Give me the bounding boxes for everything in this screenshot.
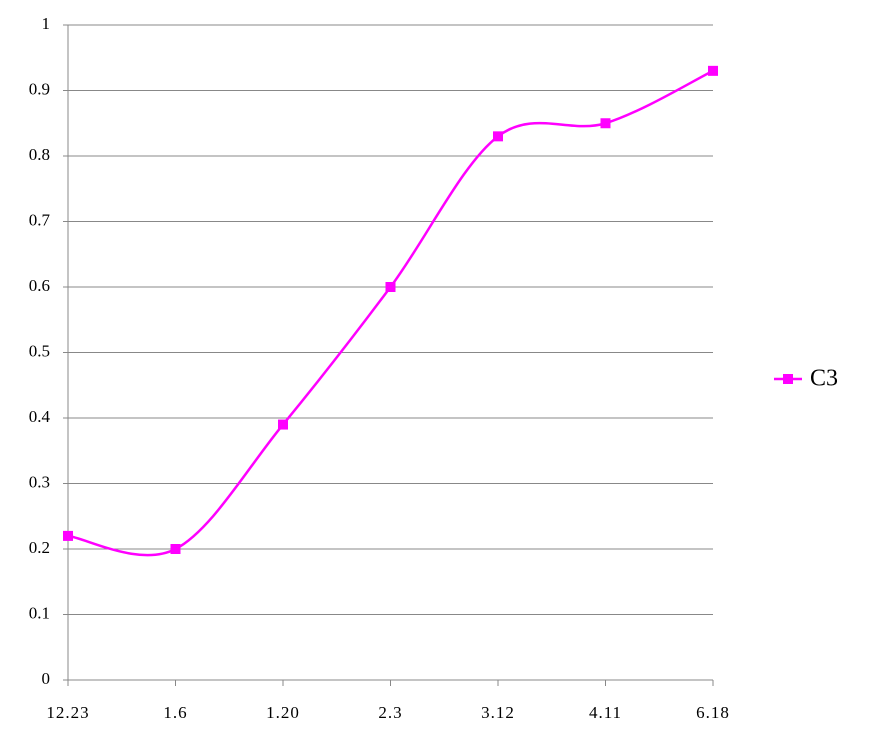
point-marker: [63, 530, 73, 541]
legend-label: C3: [810, 366, 838, 392]
x-tick-label: 2.3: [378, 703, 402, 722]
y-tick-label: 0.7: [29, 210, 51, 229]
point-marker: [708, 65, 718, 76]
point-marker: [600, 118, 611, 129]
y-tick-label: 0.9: [29, 79, 50, 98]
x-tick-label: 3.12: [481, 703, 515, 722]
x-tick-label: 1.6: [163, 703, 187, 722]
x-tick-label: 12.23: [46, 703, 89, 722]
x-tick-label: 6.18: [696, 703, 730, 722]
y-tick-label: 0.2: [29, 538, 50, 557]
point-marker: [170, 544, 181, 554]
x-tick-label: 4.11: [589, 703, 622, 722]
y-tick-label: 1: [42, 14, 51, 33]
y-tick-label: 0.1: [29, 603, 50, 622]
y-tick-label: 0.3: [29, 472, 50, 491]
y-tick-label: 0.6: [29, 276, 50, 295]
y-tick-label: 0: [42, 669, 51, 688]
point-marker: [493, 131, 503, 142]
point-marker: [278, 419, 288, 430]
point-marker: [385, 282, 396, 292]
legend-marker: [783, 374, 793, 384]
y-tick-label: 0.8: [29, 145, 50, 164]
series-line: [67, 69, 714, 557]
y-tick-label: 0.4: [29, 407, 51, 426]
y-tick-label: 0.5: [29, 341, 50, 360]
x-tick-label: 1.20: [266, 703, 300, 722]
